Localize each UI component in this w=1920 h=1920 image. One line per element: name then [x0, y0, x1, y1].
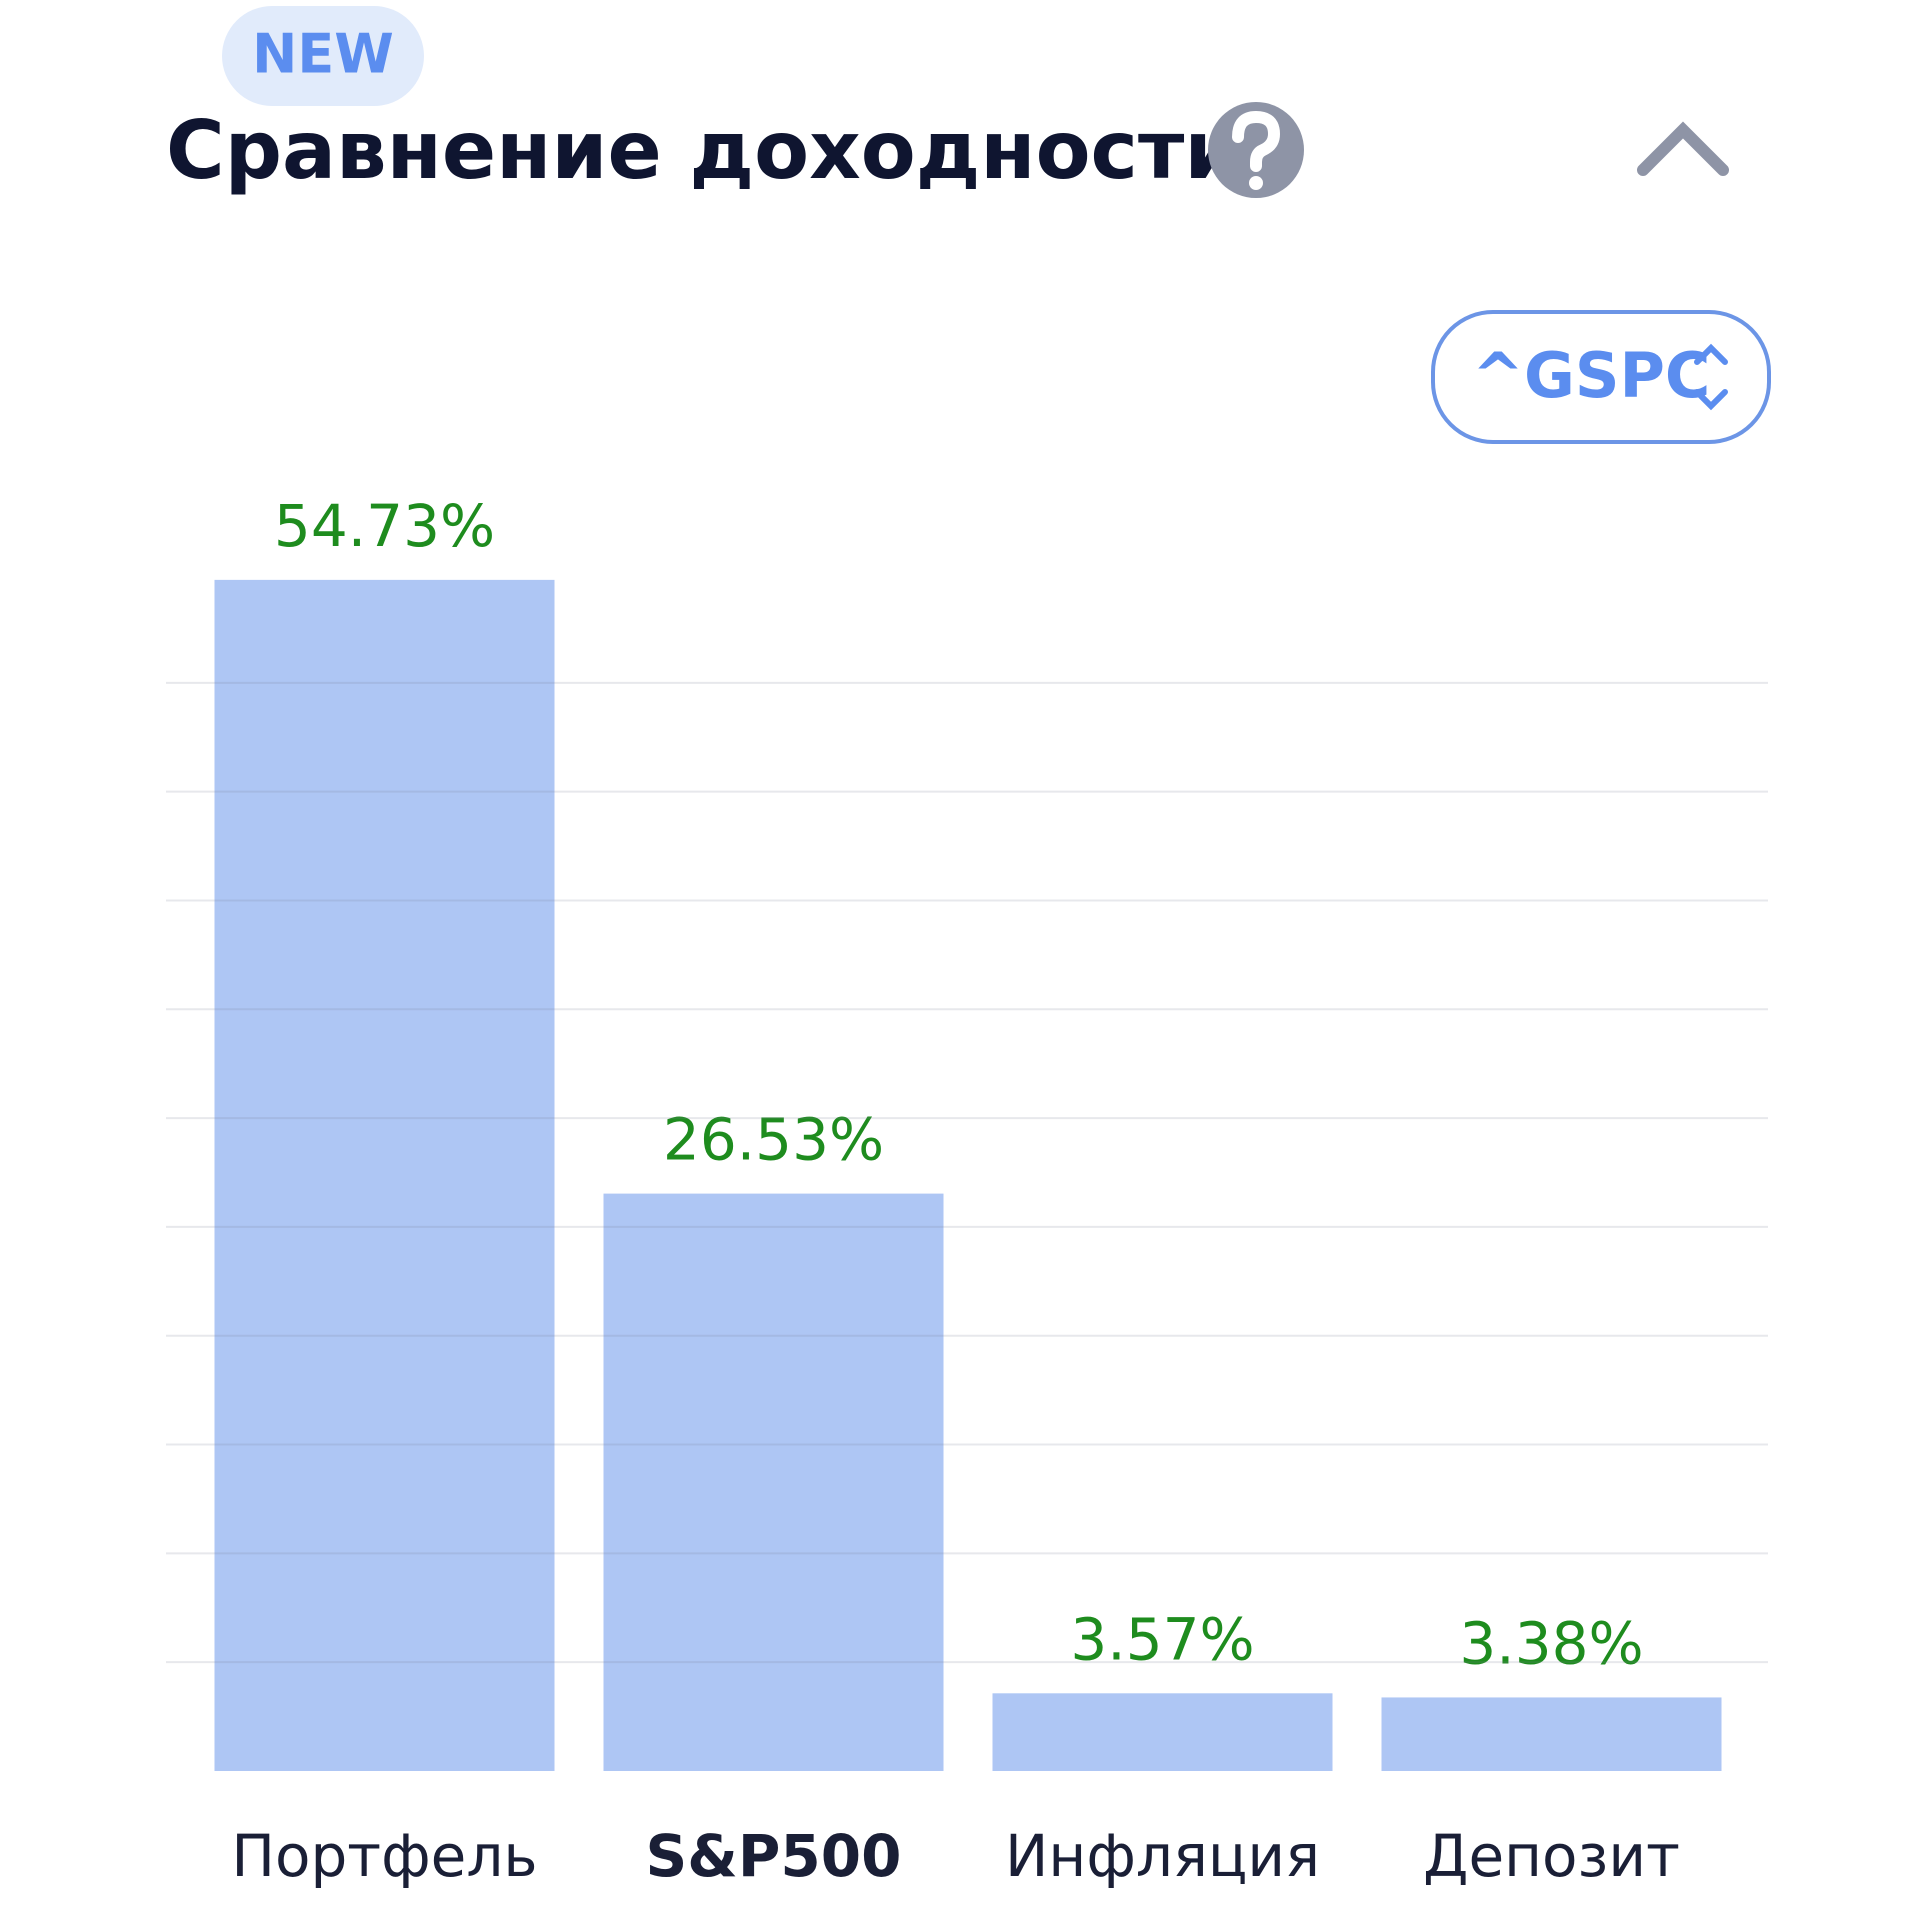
bar — [1381, 1697, 1722, 1771]
selector-arrows — [1694, 343, 1728, 411]
bar — [603, 1193, 944, 1771]
value-label: 3.57% — [1070, 1605, 1254, 1673]
x-tick-label: S&P500 — [646, 1822, 902, 1890]
bar — [992, 1693, 1333, 1771]
x-tick-label: Инфляция — [1005, 1822, 1320, 1890]
help-dot — [1249, 176, 1263, 190]
plot: 54.73% Портфель 26.53% S&P500 3.57% Инфляция 3… — [166, 492, 1768, 1890]
collapse-chevron[interactable] — [1637, 121, 1729, 176]
selector-box — [1431, 310, 1771, 444]
x-tick-label: Депозит — [1423, 1822, 1680, 1890]
index-selector[interactable]: ^GSPC — [1431, 310, 1771, 444]
help-glyph — [1232, 110, 1281, 172]
new-badge — [222, 6, 424, 106]
bar — [214, 579, 555, 1771]
section-title: Сравнение доходности — [166, 104, 1240, 197]
value-label: 3.38% — [1459, 1610, 1643, 1678]
selector-label: ^GSPC — [1472, 339, 1710, 412]
help-icon[interactable] — [1208, 102, 1304, 198]
value-label: 54.73% — [274, 492, 495, 560]
new-badge-text: NEW — [252, 23, 394, 86]
value-label: 26.53% — [663, 1106, 884, 1174]
x-tick-label: Портфель — [231, 1822, 537, 1890]
